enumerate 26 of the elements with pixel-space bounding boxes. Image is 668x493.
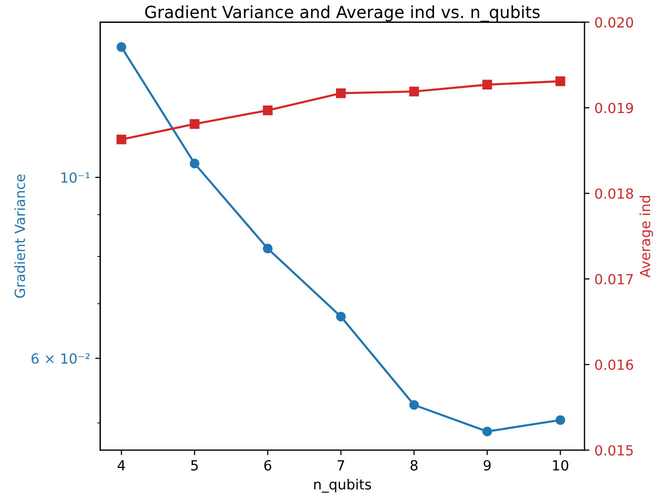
x-tick-label: 5 <box>191 460 198 471</box>
x-tick-label: 6 <box>264 460 272 471</box>
point <box>262 244 273 254</box>
text: 0.020 <box>595 17 634 28</box>
x-tick-label: 10 <box>553 460 568 471</box>
y2-axis-title: Average ind <box>640 196 653 278</box>
y2-tick-label: 0.018 <box>595 188 634 199</box>
point <box>336 312 346 322</box>
y-tick-label: 10⁻¹ <box>61 172 90 183</box>
x-axis-title: n_qubits <box>314 478 372 493</box>
point <box>482 426 492 436</box>
point <box>409 400 419 410</box>
y2-tick-label: 0.015 <box>595 445 633 456</box>
y2-tick-label: 0.016 <box>595 359 634 370</box>
y2-tick-label: 0.017 <box>595 274 633 284</box>
point <box>555 415 566 425</box>
y2-tick-label: 0.019 <box>595 102 634 114</box>
chart-title: Gradient Variance and Average ind vs. n_qubits <box>145 5 540 22</box>
x-tick-label: 9 <box>484 460 491 471</box>
x-tick-label: 4 <box>118 460 126 470</box>
point <box>190 158 200 168</box>
x-tick-label: 8 <box>410 460 418 471</box>
y-tick-label: 6 × 10⁻² <box>32 353 90 364</box>
point <box>116 42 126 52</box>
y-axis-title: Gradient Variance <box>14 174 26 298</box>
x-tick-label: 7 <box>338 460 344 470</box>
